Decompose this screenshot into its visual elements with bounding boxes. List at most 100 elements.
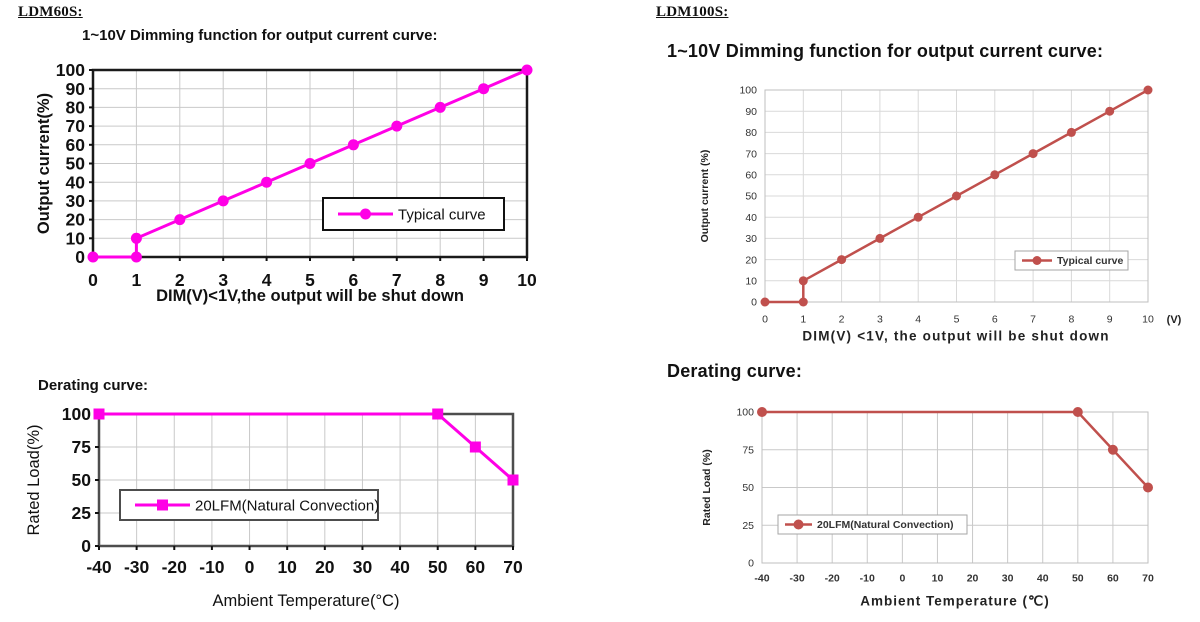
x-tick-label: 40 — [390, 557, 410, 577]
x-tick-label: 7 — [1030, 314, 1036, 326]
x-tick-label: 0 — [762, 314, 768, 326]
data-point-marker — [304, 158, 316, 169]
ldm100s-derating-chart: -40 -30 -20 -10 0 10 20 30 40 50 60 70 0 25 50 75 100 Amb… — [701, 407, 1154, 609]
legend-label: 20LFM(Natural Convection) — [195, 497, 379, 514]
x-tick-label: 1 — [800, 314, 806, 326]
y-tick-label: 30 — [66, 191, 86, 211]
legend-box — [1014, 250, 1129, 271]
x-axis-tick-labels: -40 -30 -20 -10 0 10 20 30 40 50 60 70 — [86, 557, 523, 577]
y-tick-label: 100 — [739, 85, 757, 97]
x-tick-label: 9 — [1107, 314, 1113, 326]
data-point-marker — [952, 191, 961, 201]
data-point-marker — [760, 297, 770, 307]
x-axis-tick-labels: 0 1 2 3 4 5 6 7 8 9 10 — [762, 314, 1154, 326]
y-tick-label: 90 — [66, 79, 86, 99]
legend: 20LFM(Natural Convection) — [777, 514, 968, 535]
data-point-marker — [798, 276, 808, 286]
legend-marker — [360, 208, 371, 220]
data-point-marker — [837, 255, 847, 265]
data-point-marker — [87, 251, 99, 263]
x-tick-label: 20 — [967, 573, 979, 585]
legend: 20LFM(Natural Convection) — [119, 489, 379, 521]
y-tick-label: 80 — [66, 98, 86, 118]
data-point-marker — [1143, 482, 1153, 493]
data-point-marker — [391, 120, 403, 132]
data-series — [757, 407, 1153, 493]
x-tick-label: -20 — [825, 573, 840, 585]
data-point-marker — [798, 297, 808, 307]
x-tick-label: 30 — [353, 557, 373, 577]
y-axis-label: Output current (%) — [699, 150, 711, 243]
y-tick-label: 75 — [72, 437, 92, 457]
ldm60s-derating-chart: -40 -30 -20 -10 0 10 20 30 40 50 60 70 0 25 50 75 100 Amb… — [25, 404, 523, 610]
data-point-marker — [1107, 444, 1118, 455]
y-tick-label: 10 — [745, 275, 757, 287]
y-axis-label: Rated Load (%) — [701, 449, 713, 525]
data-point-marker — [434, 101, 446, 113]
x-axis-label: Ambient Temperature (℃) — [860, 594, 1049, 609]
y-tick-label: 10 — [66, 228, 86, 248]
x-tick-label: 60 — [466, 557, 486, 577]
x-tick-label: 3 — [877, 314, 883, 326]
data-point-marker — [1143, 85, 1153, 95]
ldm60s-dimming-chart: 0 1 2 3 4 5 6 7 8 9 100102030405060708090100DIM(V)… — [35, 60, 537, 305]
x-axis-tick-labels: -40 -30 -20 -10 0 10 20 30 40 50 60 70 — [754, 573, 1154, 585]
data-point-marker — [1105, 106, 1115, 116]
series-line — [762, 410, 1149, 489]
y-axis-tick-labels: 0 25 50 75 100 — [736, 407, 754, 570]
ldm100s-derating-title: Derating curve: — [667, 361, 803, 381]
data-point-marker — [990, 170, 1000, 180]
x-tick-label: 0 — [899, 573, 905, 585]
x-axis-unit: (V) — [1167, 314, 1182, 326]
ldm100s-dimming-chart: 0 1 2 3 4 5 6 7 8 9 100102030405060708090100(V)DIM… — [699, 85, 1182, 344]
data-point-marker — [347, 139, 359, 151]
x-axis-label: Ambient Temperature(°C) — [213, 592, 400, 610]
x-tick-label: 20 — [315, 557, 335, 577]
x-tick-label: 1 — [132, 270, 142, 290]
y-tick-label: 50 — [745, 191, 757, 203]
y-tick-label: 90 — [745, 106, 757, 118]
x-tick-label: 7 — [392, 270, 402, 290]
x-tick-label: 70 — [503, 557, 523, 577]
y-tick-label: 0 — [75, 247, 85, 267]
x-tick-label: 5 — [954, 314, 960, 326]
plot-border — [764, 89, 1149, 303]
x-tick-label: 0 — [245, 557, 255, 577]
legend: Typical curve — [322, 197, 505, 231]
x-tick-label: 6 — [992, 314, 998, 326]
data-point-marker — [261, 176, 273, 188]
data-series — [87, 64, 533, 263]
data-point-marker — [217, 195, 229, 207]
data-point-marker — [875, 233, 885, 243]
axis-tick-marks — [95, 413, 514, 550]
y-tick-label: 0 — [751, 297, 757, 309]
x-tick-label: 10 — [277, 557, 297, 577]
y-tick-label: 60 — [745, 169, 757, 181]
data-series — [93, 408, 519, 486]
x-tick-label: 30 — [1002, 573, 1014, 585]
legend-marker — [1032, 256, 1042, 265]
x-tick-label: 0 — [88, 270, 98, 290]
y-tick-label: 50 — [742, 482, 754, 494]
gridlines — [761, 411, 1149, 564]
x-tick-label: 8 — [435, 270, 445, 290]
legend-marker — [793, 519, 804, 530]
x-tick-label: 3 — [218, 270, 228, 290]
y-tick-label: 25 — [72, 503, 92, 523]
x-tick-label: 8 — [1068, 314, 1074, 326]
y-tick-label: 70 — [66, 116, 86, 136]
data-point-marker — [913, 212, 923, 222]
data-point-marker — [1072, 407, 1083, 417]
x-tick-label: 2 — [175, 270, 185, 290]
data-point-marker — [478, 83, 490, 95]
legend-label: 20LFM(Natural Convection) — [817, 519, 954, 531]
y-tick-label: 20 — [745, 254, 757, 266]
y-tick-label: 20 — [66, 210, 86, 230]
y-tick-label: 100 — [736, 407, 754, 419]
y-tick-label: 100 — [62, 404, 91, 424]
x-tick-label: 2 — [839, 314, 845, 326]
x-axis-label: DIM(V) <1V, the output will be shut down — [802, 329, 1109, 344]
data-point-marker — [521, 64, 533, 76]
